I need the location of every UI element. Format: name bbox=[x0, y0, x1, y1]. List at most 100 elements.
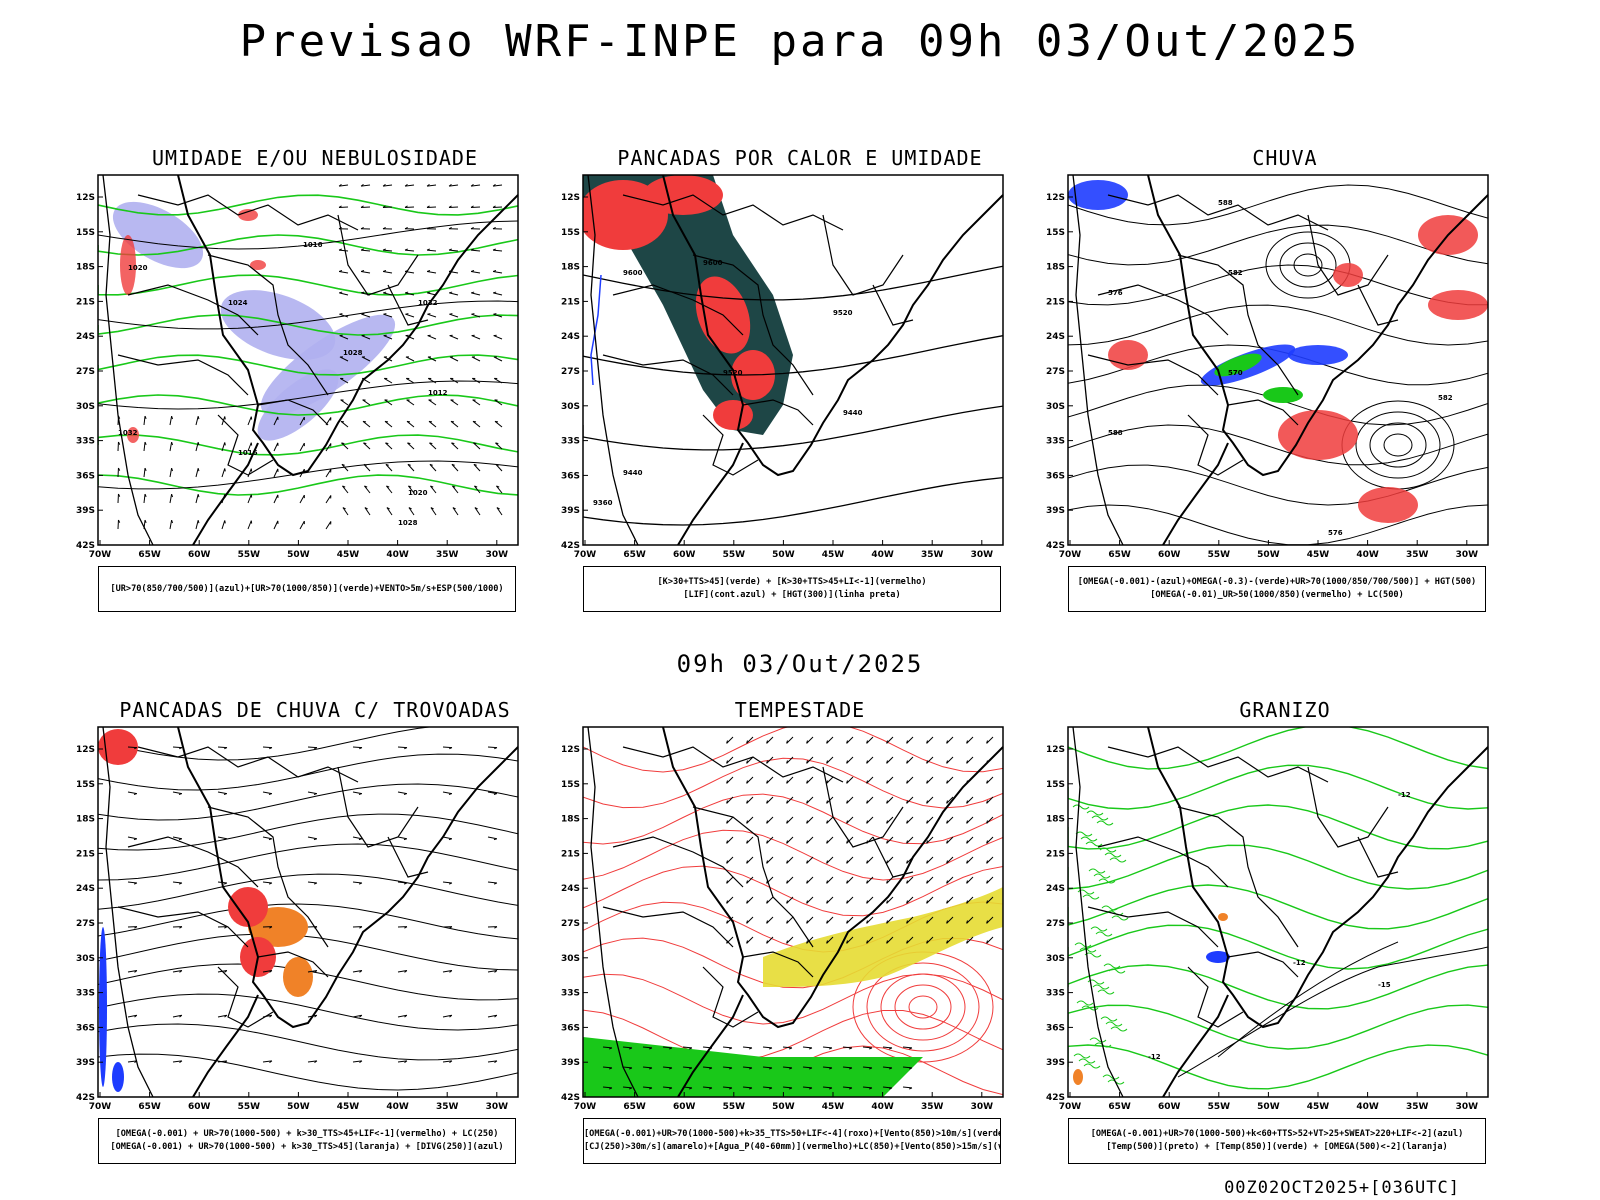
wind-vector bbox=[786, 856, 794, 864]
wind-vector-head bbox=[966, 920, 968, 924]
lat-tick-label: 39S bbox=[561, 506, 580, 516]
legend-line: [OMEGA(-0.001) + UR>70(1000-500) + k>30_… bbox=[110, 1142, 504, 1152]
legend-line: [OMEGA(-0.001) + UR>70(1000-500) + k>30_… bbox=[115, 1129, 499, 1139]
streamline-arrow-head bbox=[449, 747, 453, 750]
temp-850-squiggle bbox=[1110, 1026, 1128, 1032]
wind-vector bbox=[247, 520, 252, 530]
lat-tick-label: 33S bbox=[1046, 437, 1065, 447]
lat-tick-label: 30S bbox=[76, 954, 95, 964]
wind-vector-head bbox=[888, 1067, 893, 1070]
wind-vector-head bbox=[808, 1087, 813, 1090]
streamline-arrow-head bbox=[313, 793, 318, 796]
wind-vector-head bbox=[429, 442, 433, 445]
wind-vector bbox=[662, 1066, 673, 1069]
wind-vector-head bbox=[906, 880, 908, 884]
wind-vector bbox=[429, 464, 437, 472]
wind-vector-head bbox=[888, 1087, 893, 1090]
wind-vector bbox=[472, 420, 481, 428]
wind-vector-head bbox=[496, 485, 500, 488]
wind-vector-head bbox=[966, 840, 968, 844]
wind-vector-head bbox=[946, 900, 948, 904]
coastline-south bbox=[677, 994, 744, 1098]
wind-vector-head bbox=[766, 800, 768, 804]
wind-vector bbox=[325, 469, 332, 478]
streamline-arrow-head bbox=[358, 793, 363, 796]
streamline-arrow-head bbox=[403, 882, 408, 885]
temp-850-contour bbox=[1068, 924, 1488, 970]
wind-vector-head bbox=[361, 291, 365, 294]
lon-tick-label: 45W bbox=[1307, 1102, 1330, 1112]
wind-vector-head bbox=[452, 507, 456, 510]
pressure-isobar bbox=[98, 300, 518, 330]
pressure-isobar bbox=[98, 380, 518, 410]
wind-vector bbox=[766, 836, 774, 844]
wind-vector-head bbox=[826, 740, 828, 744]
wind-vector bbox=[822, 1086, 833, 1089]
streamline-arrow-head bbox=[358, 838, 362, 841]
coastline bbox=[177, 174, 519, 477]
wind-vector bbox=[273, 494, 279, 504]
omega-orange bbox=[1218, 913, 1228, 921]
wind-vector bbox=[169, 442, 173, 452]
streamline-arrow-head bbox=[494, 747, 498, 750]
omega-green bbox=[1214, 353, 1262, 377]
wind-vector bbox=[195, 520, 199, 530]
streamline-arrow-head bbox=[449, 1014, 453, 1018]
height-500-contour bbox=[1068, 184, 1488, 226]
height-500-contour bbox=[1068, 424, 1488, 466]
wind-vector bbox=[946, 736, 954, 744]
wind-vector bbox=[846, 876, 854, 884]
lat-tick-label: 15S bbox=[1046, 780, 1065, 790]
country-border bbox=[692, 254, 814, 396]
wind-vector bbox=[602, 1066, 613, 1069]
wind-vector-head bbox=[430, 485, 434, 488]
omega-blue bbox=[1288, 345, 1348, 365]
temp-850-contour bbox=[1068, 764, 1488, 810]
legend-line: [K>30+TTS>45](verde) + [K>30+TTS>45+LI<-… bbox=[657, 577, 927, 587]
wind-vector bbox=[926, 836, 934, 844]
wind-vector bbox=[946, 756, 954, 764]
wind-vector bbox=[622, 1086, 633, 1089]
lon-tick-label: 45W bbox=[822, 550, 845, 560]
wind-vector-head bbox=[117, 493, 121, 497]
wind-vector-head bbox=[405, 313, 409, 315]
wind-vector bbox=[383, 292, 393, 296]
streamline-arrow bbox=[307, 791, 317, 795]
temp-850-contour bbox=[1068, 1044, 1488, 1090]
streamline-arrow-head bbox=[268, 793, 273, 796]
map-base: 588 582 576 570 588 582 576 12S 15S 18S 21S 24S 27S 3… bbox=[1046, 174, 1489, 560]
wind-vector-head bbox=[426, 270, 431, 272]
wind-vector-head bbox=[688, 1067, 693, 1070]
wind-vector-head bbox=[806, 820, 808, 824]
streamline-arrow-head bbox=[493, 793, 498, 796]
wind-vector-head bbox=[471, 313, 475, 315]
wind-vector-head bbox=[726, 880, 728, 884]
streamline-arrow-head bbox=[403, 793, 408, 796]
lon-tick-label: 40W bbox=[871, 1102, 894, 1112]
wind-vector bbox=[866, 756, 874, 764]
wind-vector bbox=[493, 270, 503, 274]
wind-vector bbox=[407, 442, 415, 450]
low-pressure-contour bbox=[1383, 433, 1413, 457]
temp-850-squiggle bbox=[1084, 952, 1102, 958]
wind-vector-head bbox=[361, 313, 365, 315]
wind-vector-head bbox=[786, 940, 788, 944]
lat-tick-label: 36S bbox=[561, 471, 580, 481]
streamline-arrow-head bbox=[224, 747, 228, 750]
country-border bbox=[602, 354, 734, 396]
wind-vector bbox=[339, 184, 349, 187]
wind-vector bbox=[806, 796, 814, 804]
wind-vector-head bbox=[806, 740, 808, 744]
coastline-pacific bbox=[587, 726, 639, 1098]
wind-vector bbox=[363, 464, 371, 472]
wind-vector bbox=[722, 1086, 733, 1089]
wind-vector bbox=[886, 776, 894, 784]
wind-vector-head bbox=[788, 1087, 793, 1090]
legend-line: [Temp(500)](preto) + [Temp(850)](verde) … bbox=[1106, 1142, 1448, 1152]
wind-vector bbox=[702, 1086, 713, 1089]
lat-tick-label: 42S bbox=[1046, 541, 1065, 551]
lon-tick-label: 40W bbox=[1356, 550, 1379, 560]
wind-vector-head bbox=[746, 760, 748, 764]
map-base: 9600 9520 9440 9360 9600 9520 9440 12S 15S 18S 21S… bbox=[561, 174, 1004, 560]
wind-vector bbox=[247, 468, 252, 478]
